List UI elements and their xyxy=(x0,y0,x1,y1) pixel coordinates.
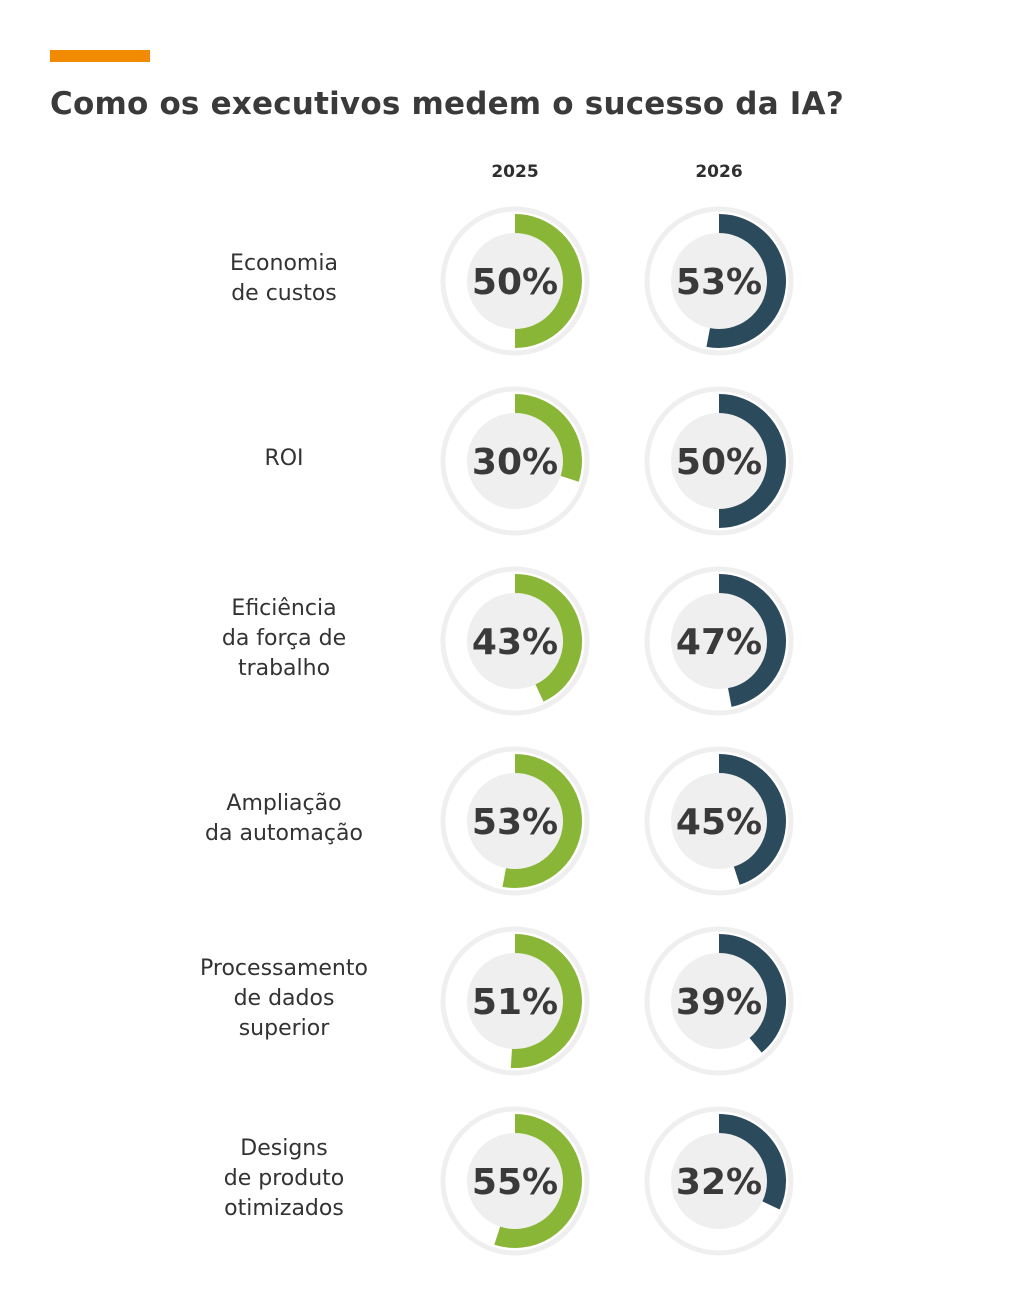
legend-year-2025: 2025 xyxy=(491,162,539,182)
donut-inner-circle xyxy=(671,953,767,1049)
donut-value-arc xyxy=(514,394,582,482)
category-label-line: trabalho xyxy=(237,656,331,681)
donut-value-label: 32% xyxy=(676,1162,762,1203)
category-label: Ampliação da automação xyxy=(170,789,398,849)
donut-track-ring xyxy=(644,746,794,896)
donut-2025-3: 53% xyxy=(440,746,590,896)
donut-track-ring xyxy=(440,926,590,1076)
donut-inner-circle xyxy=(467,233,563,329)
donut-value-arc xyxy=(718,754,786,885)
category-label-line: da automação xyxy=(205,821,363,846)
donut-inner-circle xyxy=(467,593,563,689)
donut-track-ring xyxy=(440,386,590,536)
donut-2025-1: 30% xyxy=(440,386,590,536)
donut-track-ring xyxy=(644,566,794,716)
donut-value-label: 50% xyxy=(472,262,558,303)
donut-value-arc xyxy=(514,574,582,702)
donut-2026-5: 32% xyxy=(644,1106,794,1256)
category-label-line: da força de xyxy=(221,626,347,651)
donut-track-ring xyxy=(440,746,590,896)
category-label: Designs de produto otimizados xyxy=(170,1134,398,1224)
donut-inner-circle xyxy=(467,953,563,1049)
category-label-line: ROI xyxy=(264,446,304,471)
category-label: ROI xyxy=(170,444,398,474)
donut-inner-circle xyxy=(671,413,767,509)
donut-2025-2: 43% xyxy=(440,566,590,716)
donut-track-ring xyxy=(644,1106,794,1256)
donut-inner-circle xyxy=(467,773,563,869)
donut-value-arc xyxy=(718,934,786,1053)
donut-track-ring xyxy=(644,926,794,1076)
donut-value-label: 30% xyxy=(472,442,558,483)
donut-value-label: 50% xyxy=(676,442,762,483)
donut-inner-circle xyxy=(671,1133,767,1229)
donut-track-ring xyxy=(644,206,794,356)
donut-2025-5: 55% xyxy=(440,1106,590,1256)
category-label-line: de produto xyxy=(223,1166,345,1191)
donut-inner-circle xyxy=(467,1133,563,1229)
donut-value-arc xyxy=(718,394,786,528)
donut-2026-1: 50% xyxy=(644,386,794,536)
category-label-line: de dados xyxy=(233,986,335,1011)
donut-2025-0: 50% xyxy=(440,206,590,356)
category-label-line: Economia xyxy=(230,251,338,276)
donut-track-ring xyxy=(644,386,794,536)
donut-value-label: 55% xyxy=(472,1162,558,1203)
donut-value-label: 53% xyxy=(676,262,762,303)
donut-inner-circle xyxy=(467,413,563,509)
donut-value-label: 45% xyxy=(676,802,762,843)
donut-inner-circle xyxy=(671,233,767,329)
donut-value-label: 51% xyxy=(472,982,558,1023)
category-label: Processamento de dados superior xyxy=(170,954,398,1044)
donut-track-ring xyxy=(440,206,590,356)
donut-value-arc xyxy=(718,1114,786,1210)
category-label-line: Ampliação xyxy=(226,791,342,816)
chart-title: Como os executivos medem o sucesso da IA… xyxy=(50,86,844,122)
donut-value-label: 43% xyxy=(472,622,558,663)
donut-2026-4: 39% xyxy=(644,926,794,1076)
category-label-line: superior xyxy=(238,1016,330,1041)
donut-value-arc xyxy=(510,934,582,1068)
donut-track-ring xyxy=(440,1106,590,1256)
donut-value-arc xyxy=(718,574,786,707)
donut-2025-4: 51% xyxy=(440,926,590,1076)
category-label: Economia de custos xyxy=(170,249,398,309)
accent-bar xyxy=(50,50,150,62)
donut-track-ring xyxy=(440,566,590,716)
category-label-line: otimizados xyxy=(224,1196,344,1221)
donut-value-arc xyxy=(514,214,582,348)
category-label: Eficiência da força de trabalho xyxy=(170,594,398,684)
category-label-line: Processamento xyxy=(200,956,368,981)
donut-value-label: 47% xyxy=(676,622,762,663)
donut-value-arc xyxy=(502,754,582,888)
donut-value-label: 39% xyxy=(676,982,762,1023)
donut-value-arc xyxy=(706,214,786,348)
legend-year-2026: 2026 xyxy=(695,162,743,182)
donut-2026-3: 45% xyxy=(644,746,794,896)
donut-value-arc xyxy=(494,1114,582,1248)
donut-value-label: 53% xyxy=(472,802,558,843)
donut-2026-2: 47% xyxy=(644,566,794,716)
donut-inner-circle xyxy=(671,593,767,689)
category-label-line: Designs xyxy=(240,1136,328,1161)
category-label-line: de custos xyxy=(231,281,337,306)
donut-2026-0: 53% xyxy=(644,206,794,356)
donut-inner-circle xyxy=(671,773,767,869)
category-label-line: Eficiência xyxy=(231,596,337,621)
